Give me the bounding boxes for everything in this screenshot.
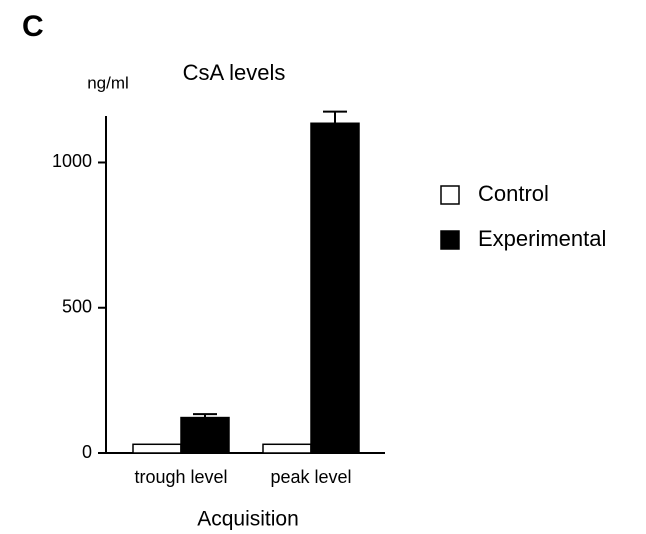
legend-swatch	[440, 185, 460, 205]
bar	[180, 416, 230, 454]
y-axis-label: ng/ml	[87, 73, 129, 92]
x-tick-label: trough level	[134, 467, 227, 487]
legend-label: Control	[478, 181, 549, 206]
chart-title: CsA levels	[183, 60, 286, 85]
legend-label: Experimental	[478, 226, 606, 251]
y-tick-label: 500	[62, 296, 92, 316]
legend-swatch	[440, 230, 460, 250]
bar	[310, 122, 360, 454]
panel-label: C	[22, 10, 44, 43]
x-axis-label: Acquisition	[197, 508, 299, 531]
bar	[132, 443, 182, 454]
bar	[262, 443, 312, 454]
y-tick-label: 1000	[52, 151, 92, 171]
x-tick-label: peak level	[270, 467, 351, 487]
y-tick-label: 0	[82, 442, 92, 462]
